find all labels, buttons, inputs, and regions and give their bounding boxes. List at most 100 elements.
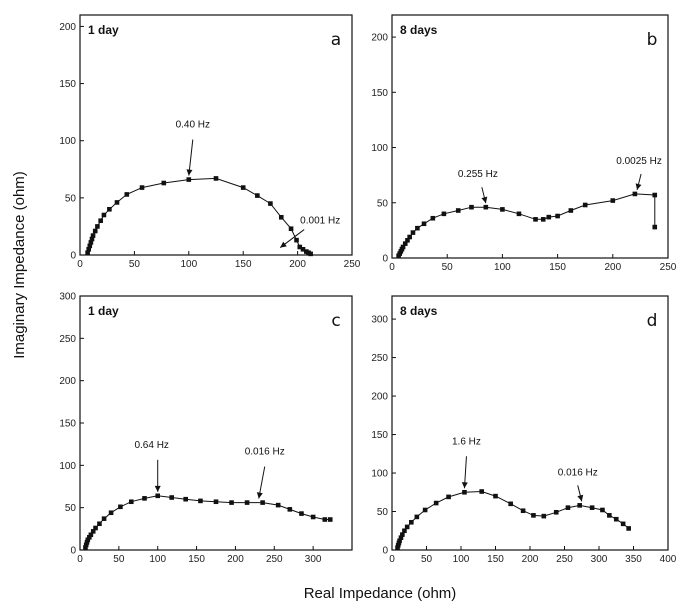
x-tick-label: 250 bbox=[266, 554, 283, 565]
panel-title: 8 days bbox=[400, 304, 438, 318]
data-point bbox=[520, 508, 526, 514]
data-point bbox=[139, 185, 145, 190]
data-point bbox=[398, 535, 404, 540]
chart-panels: 0 50 100 150 200 250 0 50 100 150 200 1 day a 0.40 Hz… bbox=[59, 14, 677, 565]
data-point bbox=[652, 192, 658, 198]
data-point bbox=[278, 214, 284, 220]
annotation-label: 0.0025 Hz bbox=[616, 156, 662, 167]
data-point bbox=[568, 208, 574, 213]
y-tick-label: 150 bbox=[371, 88, 388, 99]
data-point bbox=[90, 529, 96, 534]
data-point bbox=[540, 217, 546, 222]
data-point bbox=[430, 215, 436, 221]
data-point bbox=[421, 221, 427, 227]
data-point bbox=[455, 208, 461, 213]
data-point bbox=[101, 516, 107, 521]
data-point bbox=[433, 500, 439, 506]
y-tick-label: 50 bbox=[65, 503, 77, 514]
data-point bbox=[422, 507, 428, 513]
data-point bbox=[300, 246, 306, 252]
x-tick-label: 100 bbox=[494, 262, 511, 273]
data-point bbox=[395, 543, 401, 548]
data-point bbox=[395, 545, 400, 550]
data-point bbox=[555, 213, 560, 219]
data-point bbox=[288, 226, 294, 232]
data-point bbox=[415, 225, 420, 231]
annotation-arrowhead bbox=[635, 183, 642, 190]
annotation-arrowhead bbox=[256, 492, 263, 499]
data-point bbox=[268, 201, 273, 206]
y-tick-label: 100 bbox=[371, 469, 388, 480]
data-point bbox=[142, 496, 147, 501]
data-point bbox=[101, 212, 107, 218]
data-point bbox=[577, 503, 582, 508]
data-point bbox=[294, 237, 299, 243]
x-tick-label: 50 bbox=[113, 554, 125, 565]
x-tick-label: 0 bbox=[77, 259, 83, 270]
data-point bbox=[213, 176, 219, 181]
series-line bbox=[397, 490, 630, 548]
y-tick-label: 100 bbox=[59, 136, 76, 147]
x-tick-label: 0 bbox=[389, 262, 395, 273]
data-point bbox=[531, 513, 536, 518]
plot-frame bbox=[79, 14, 353, 256]
x-tick-label: 150 bbox=[188, 554, 205, 565]
data-point bbox=[107, 206, 112, 212]
panel-c: 0 50 100 150 200 250 300 0 50 100 150 200 250 300 1 da… bbox=[59, 292, 353, 565]
data-point bbox=[255, 193, 260, 198]
data-point bbox=[533, 217, 538, 222]
data-point bbox=[83, 542, 89, 548]
data-point bbox=[582, 202, 588, 208]
data-point bbox=[87, 243, 93, 249]
data-point bbox=[287, 507, 293, 512]
data-point bbox=[414, 514, 420, 520]
data-point bbox=[299, 511, 304, 516]
x-tick-label: 50 bbox=[129, 259, 141, 270]
data-point bbox=[479, 489, 484, 494]
data-point bbox=[409, 519, 414, 525]
data-point bbox=[93, 525, 98, 531]
data-point bbox=[97, 521, 102, 527]
data-point bbox=[620, 521, 626, 527]
y-tick-label: 0 bbox=[382, 254, 388, 265]
x-tick-label: 200 bbox=[604, 262, 621, 273]
annotation-label: 0.016 Hz bbox=[558, 467, 598, 478]
data-point bbox=[407, 234, 412, 240]
annotation-label: 0.40 Hz bbox=[176, 120, 210, 131]
data-point bbox=[410, 230, 416, 235]
x-tick-label: 300 bbox=[305, 554, 322, 565]
data-point bbox=[402, 241, 408, 246]
panel-letter: c bbox=[331, 311, 340, 331]
x-tick-label: 0 bbox=[389, 554, 395, 565]
data-point bbox=[589, 505, 595, 510]
y-tick-label: 0 bbox=[70, 251, 76, 262]
panel-letter: b bbox=[647, 30, 658, 50]
y-tick-label: 200 bbox=[59, 376, 76, 387]
panel-a: 0 50 100 150 200 250 0 50 100 150 200 1 day a 0.40 Hz… bbox=[59, 14, 361, 270]
plot-frame bbox=[391, 14, 669, 259]
data-point bbox=[404, 524, 410, 530]
data-point bbox=[155, 493, 161, 499]
y-tick-label: 150 bbox=[59, 79, 76, 90]
data-point bbox=[84, 540, 90, 545]
x-tick-label: 0 bbox=[77, 554, 83, 565]
data-point bbox=[541, 513, 547, 519]
annotation-arrow bbox=[188, 139, 194, 176]
data-point bbox=[186, 177, 192, 182]
x-tick-label: 150 bbox=[235, 259, 252, 270]
data-point bbox=[652, 224, 658, 230]
data-point bbox=[198, 498, 203, 504]
x-tick-label: 250 bbox=[556, 554, 573, 565]
data-point bbox=[92, 228, 98, 234]
data-point bbox=[213, 499, 219, 505]
y-tick-label: 250 bbox=[59, 334, 76, 345]
data-point bbox=[446, 494, 451, 500]
data-point bbox=[275, 502, 281, 508]
data-point bbox=[469, 204, 474, 210]
annotation-label: 0.016 Hz bbox=[245, 447, 285, 458]
annotation-label: 0.64 Hz bbox=[134, 440, 168, 451]
data-point bbox=[405, 238, 410, 243]
data-point bbox=[297, 244, 303, 250]
x-tick-label: 100 bbox=[180, 259, 197, 270]
